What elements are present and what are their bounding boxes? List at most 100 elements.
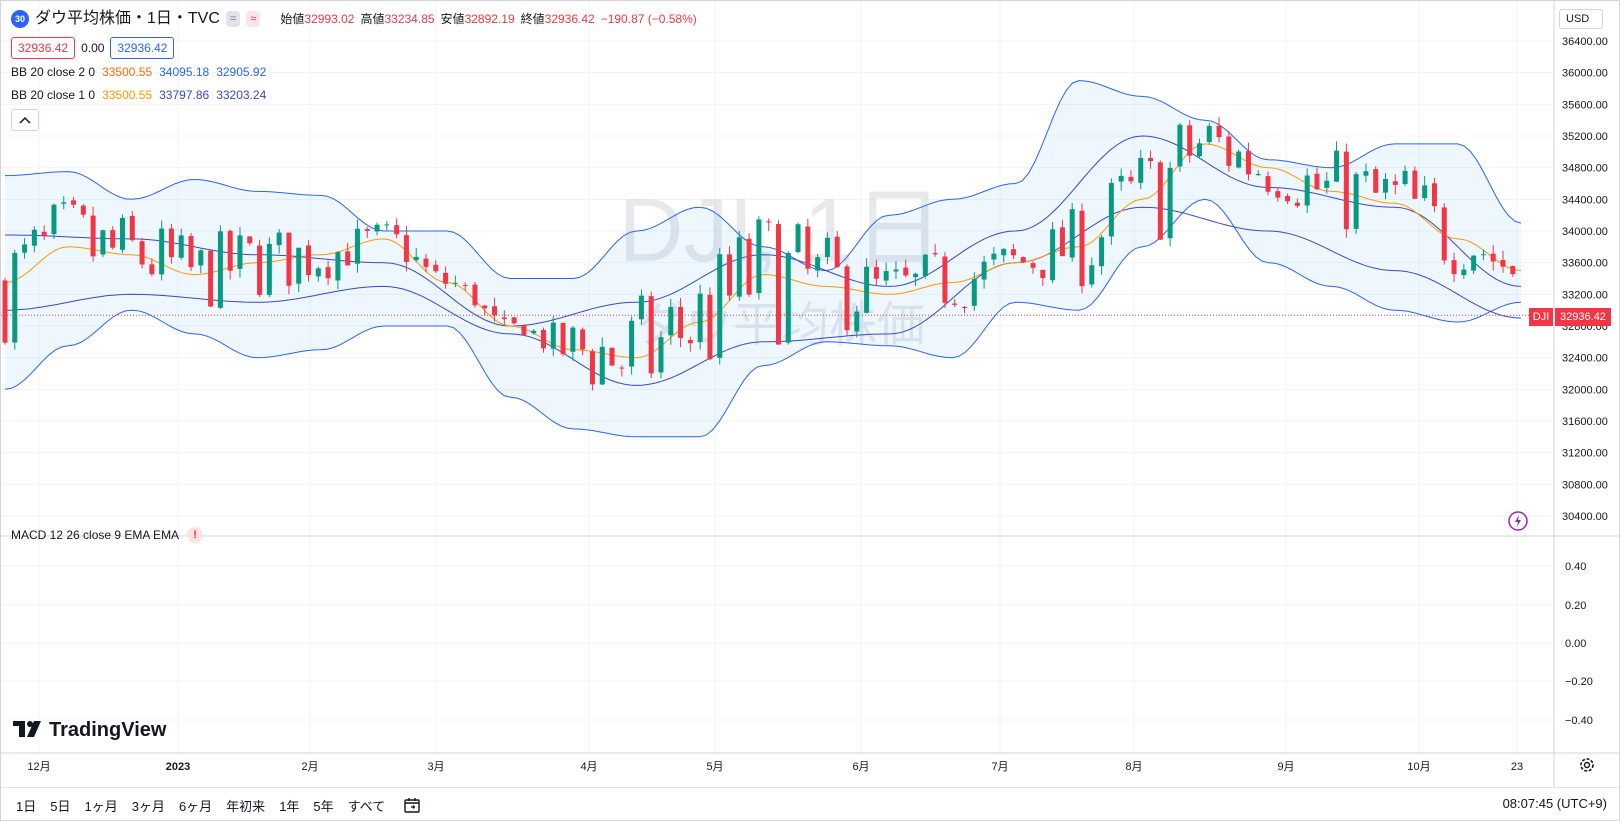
candle-body xyxy=(1226,136,1232,166)
candle-body xyxy=(110,230,116,248)
candle-body xyxy=(266,243,272,295)
indicator-label: BB 20 close 1 0 xyxy=(11,88,96,102)
range-button-8[interactable]: すべて xyxy=(347,798,386,814)
candle-body xyxy=(1480,254,1486,256)
calendar-goto-icon[interactable] xyxy=(402,795,422,815)
price-tick-label: 34800.00 xyxy=(1562,163,1608,175)
candle-body xyxy=(501,317,507,320)
candle-body xyxy=(1510,266,1516,275)
candle-body xyxy=(952,303,958,305)
candle-body xyxy=(668,306,674,336)
candle-body xyxy=(286,232,292,286)
range-button-5[interactable]: 年初来 xyxy=(226,798,266,814)
candle-body xyxy=(394,225,400,235)
buy-price-box[interactable]: 32936.42 xyxy=(110,37,175,59)
price-tick-label: 36400.00 xyxy=(1562,36,1608,48)
ohlc-close: 終値32936.42 xyxy=(520,12,595,26)
candle-body xyxy=(1187,125,1193,156)
warning-icon[interactable]: ! xyxy=(187,527,204,543)
range-button-3[interactable]: 3ヶ月 xyxy=(131,798,165,814)
range-button-6[interactable]: 1年 xyxy=(279,798,300,814)
candle-body xyxy=(257,245,263,295)
candle-body xyxy=(864,266,870,313)
macd-label: MACD 12 26 close 9 EMA EMA xyxy=(11,528,180,542)
candle-body xyxy=(560,322,566,355)
indicator-bb-2[interactable]: BB 20 close 2 0 33500.55 34095.18 32905.… xyxy=(11,62,697,82)
candle-body xyxy=(981,261,987,280)
candle-body xyxy=(61,202,67,204)
macd-tick-label: −0.20 xyxy=(1565,676,1593,688)
settings-gear-icon[interactable] xyxy=(1577,755,1597,775)
candle-body xyxy=(903,267,909,276)
price-tick-label: 32000.00 xyxy=(1562,384,1608,396)
candle-body xyxy=(1236,151,1242,168)
candle-body xyxy=(139,241,145,265)
logo-text: TradingView xyxy=(49,718,167,741)
currency-selector[interactable]: USD xyxy=(1559,9,1603,29)
price-tick-label: 34400.00 xyxy=(1562,194,1608,206)
candle-body xyxy=(1089,265,1095,285)
candle-body xyxy=(306,245,312,276)
candle-body xyxy=(942,256,948,303)
indicator-lower-value: 33203.24 xyxy=(216,88,267,102)
candle-body xyxy=(119,217,125,250)
range-button-4[interactable]: 6ヶ月 xyxy=(178,798,213,814)
approx-icon[interactable]: ≈ xyxy=(246,11,261,27)
candle-body xyxy=(1304,175,1310,206)
candle-body xyxy=(1040,269,1046,279)
lightning-icon[interactable] xyxy=(1508,511,1528,531)
candle-body xyxy=(756,219,762,294)
candle-body xyxy=(736,237,742,297)
price-tick-label: 35200.00 xyxy=(1562,131,1608,143)
candle-body xyxy=(384,224,390,226)
candle-body xyxy=(1500,259,1506,267)
candle-body xyxy=(462,285,468,287)
candle-body xyxy=(1138,157,1144,183)
spread-value: 0.00 xyxy=(81,41,105,55)
symbol-icon[interactable]: 30 xyxy=(11,10,29,28)
candle-body xyxy=(707,294,713,360)
range-button-2[interactable]: 1ヶ月 xyxy=(84,798,118,814)
candle-body xyxy=(540,329,546,349)
tradingview-logo[interactable]: TradingView xyxy=(13,717,166,743)
candle-body xyxy=(1275,191,1281,198)
candle-body xyxy=(1099,237,1105,267)
macd-legend[interactable]: MACD 12 26 close 9 EMA EMA ! xyxy=(11,527,204,543)
candle-body xyxy=(276,232,282,246)
candle-body xyxy=(531,330,537,334)
candle-body xyxy=(844,266,850,331)
symbol-title[interactable]: ダウ平均株価・1日・TVC xyxy=(35,10,220,27)
candle-body xyxy=(51,204,57,235)
candle-body xyxy=(766,221,772,223)
sell-price-box[interactable]: 32936.42 xyxy=(11,37,76,59)
candle-body xyxy=(1334,150,1340,182)
candle-body xyxy=(687,339,693,344)
candle-body xyxy=(1353,174,1359,229)
candle-body xyxy=(1167,167,1173,239)
candle-body xyxy=(1461,269,1467,276)
candle-body xyxy=(227,230,233,271)
range-button-1[interactable]: 5日 xyxy=(50,798,71,814)
collapse-legend-button[interactable] xyxy=(11,109,39,131)
candle-body xyxy=(1451,260,1457,275)
candle-body xyxy=(1216,125,1222,138)
time-tick-label: 4月 xyxy=(580,761,597,773)
candle-body xyxy=(198,250,204,266)
candle-body xyxy=(443,272,449,284)
candle-body xyxy=(1373,169,1379,193)
candle-body xyxy=(345,251,351,266)
indicator-upper-value: 34095.18 xyxy=(159,65,210,79)
range-button-7[interactable]: 5年 xyxy=(313,798,334,814)
candle-body xyxy=(1363,171,1369,176)
candle-body xyxy=(1059,227,1065,257)
indicator-bb-1[interactable]: BB 20 close 1 0 33500.55 33797.86 33203.… xyxy=(11,85,697,105)
range-button-0[interactable]: 1日 xyxy=(16,798,37,814)
price-tick-label: 35600.00 xyxy=(1562,99,1608,111)
compare-icon[interactable]: = xyxy=(225,11,241,27)
bb2-lower-line xyxy=(4,198,1522,438)
clock-timezone[interactable]: 08:07:45 (UTC+9) xyxy=(1502,796,1607,811)
candle-body xyxy=(1294,202,1300,206)
candle-body xyxy=(511,317,517,324)
candle-body xyxy=(971,279,977,306)
